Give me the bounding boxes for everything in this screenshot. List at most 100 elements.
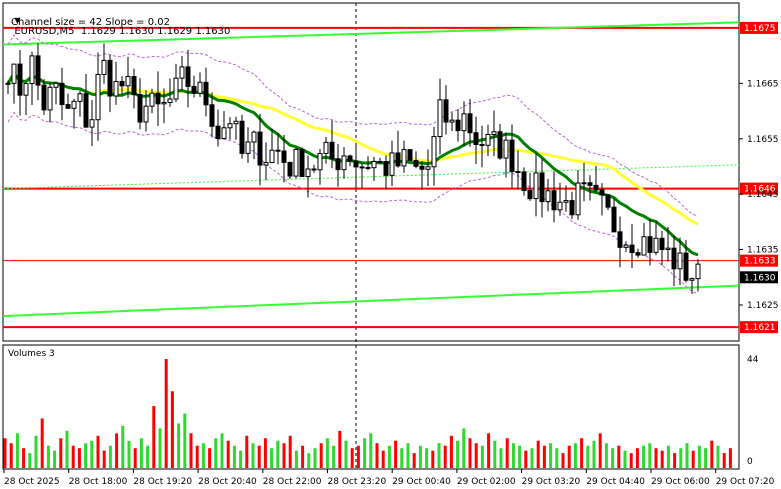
candle-body [527,189,533,200]
candle-body [47,86,53,111]
candle-body [659,237,665,250]
candle-body [353,160,359,168]
candle-body [521,171,527,191]
candle-body [59,82,65,106]
candle-body [563,200,569,203]
candle-body [131,76,137,96]
candle-body [395,152,401,167]
current-price-tag [740,271,778,284]
candle-body [461,113,467,132]
candle-body [113,80,119,97]
candle-body [641,236,647,256]
candle-body [389,152,395,176]
candle-body [611,206,617,233]
candle-body [23,83,29,96]
envelope-upper-line [7,34,699,217]
price-level-tag [740,21,778,34]
candle-body [179,66,185,79]
candle-body [509,139,515,173]
candle-body [431,136,437,168]
x-tick-label: 29 Oct 02:00 [457,477,516,487]
candle-body [149,92,155,107]
price-level-tag [740,182,778,195]
candle-body [683,252,689,281]
candle-body [545,190,551,203]
price-level-label: 1.1675 [744,24,776,34]
candle-body [95,74,101,121]
current-price-label: 1.1630 [744,273,776,283]
candle-body [53,82,59,88]
candle-body [203,81,209,106]
chart-header-symbol: ▼ EURUSD,M5 1.1629 1.1630 1.1629 1.1630 [8,4,230,37]
candle-body [35,55,41,86]
candle-body [419,165,425,170]
slow-moving-average-line [6,71,699,226]
candle-body [245,141,251,154]
candle-body [491,131,497,135]
candle-body [623,244,629,248]
candle-body [257,131,263,166]
candle-body [65,104,71,109]
candle-body [485,133,491,146]
candle-body [473,132,479,145]
price-level-tag [740,254,778,267]
candle-body [341,155,347,171]
candle-body [455,119,461,132]
candle-body [413,160,419,167]
price-level-label: 1.1621 [744,323,776,333]
candle-body [317,152,323,171]
channel-mid-line [2,164,740,190]
candle-body [185,66,191,87]
candle-body [449,119,455,123]
y-tick-label: 1.1625 [747,301,779,311]
candle-body [335,158,341,171]
candle-body [383,161,389,176]
candle-body [5,82,11,85]
candle-body [365,166,371,169]
x-tick-label: 29 Oct 06:00 [651,477,710,487]
candle-body [677,252,683,270]
candle-body [371,161,377,169]
y-tick-label: 1.1635 [747,246,779,256]
candle-body [275,149,281,152]
candle-body [155,92,161,105]
candle-body [581,182,587,185]
candle-body [293,148,299,177]
candle-body [41,84,47,111]
x-tick-label: 28 Oct 2025 [4,477,60,487]
x-tick-label: 29 Oct 07:20 [716,477,775,487]
candle-body [239,120,245,154]
price-level-tag [740,321,778,334]
candle-body [197,81,203,94]
channel-upper-line [2,21,740,46]
x-tick-label: 29 Oct 04:40 [586,477,645,487]
candle-body [17,63,23,96]
candle-body [539,172,545,203]
candle-body [653,237,659,253]
volumes-indicator-label: Volumes 3 [8,349,55,359]
candle-body [107,59,113,97]
candle-body [71,100,77,109]
candle-body [443,99,449,123]
candle-body [125,76,131,87]
x-tick-label: 28 Oct 23:20 [328,477,387,487]
price-level-label: 1.1646 [744,185,776,195]
candle-body [29,55,35,85]
candle-body [569,200,575,216]
candle-body [593,184,599,191]
candle-body [83,93,89,128]
candle-body [515,171,521,174]
candle-body [635,252,641,256]
candle-body [263,162,269,166]
candle-body [407,149,413,162]
x-tick-label: 28 Oct 19:20 [133,477,192,487]
collapse-triangle-icon[interactable]: ▼ [14,16,21,25]
candle-body [497,131,503,159]
channel-info-text: Channel size = 42 Slope = 0.02 [11,17,171,28]
candle-body [233,120,239,125]
candle-body [425,166,431,170]
candle-body [467,113,473,134]
candle-body [221,127,227,139]
fast-moving-average-line [6,71,699,257]
